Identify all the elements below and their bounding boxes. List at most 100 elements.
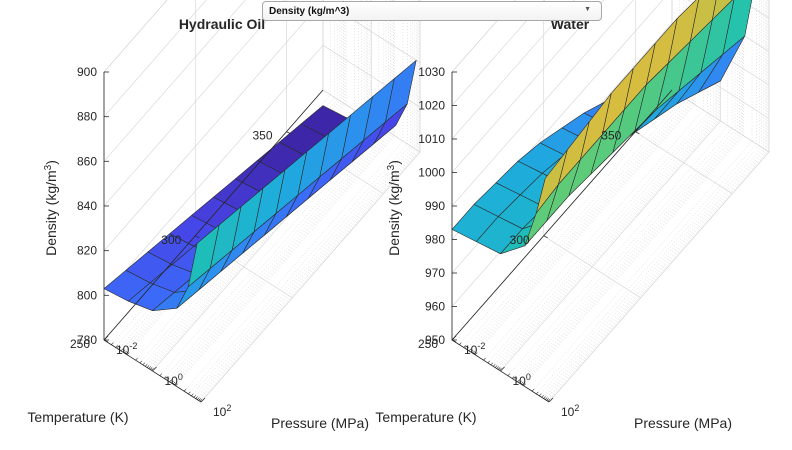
pressure-minor-tick: [196, 397, 200, 400]
pressure-tick-base: 10: [213, 405, 227, 419]
pressure-tick-base: 10: [513, 374, 527, 388]
pressure-minor-tick: [183, 388, 187, 392]
pressure-minor-tick: [496, 366, 499, 369]
pressure-tick-label: 102: [561, 403, 579, 419]
density-tick-label: 1010: [418, 132, 445, 146]
density-tick-label: 970: [425, 266, 445, 280]
density-tick-label: 900: [77, 65, 97, 79]
pressure-tick: [152, 366, 157, 372]
grid-line: [451, 0, 634, 207]
grid-line: [548, 151, 770, 403]
density-axis-label-close: ): [43, 160, 59, 165]
grid-line: [451, 0, 546, 106]
density-axis-label-text: Density (kg/m: [386, 170, 402, 256]
pressure-minor-tick: [198, 398, 201, 401]
pressure-axis-label: Pressure (MPa): [271, 415, 369, 431]
pressure-tick-exponent: 0: [178, 372, 183, 382]
density-tick-label: 880: [77, 110, 97, 124]
temperature-tick: [451, 339, 457, 343]
surface-patch: [188, 224, 220, 288]
pressure-minor-tick: [120, 348, 124, 352]
pressure-tick-exponent: 0: [526, 372, 531, 382]
temperature-tick-label: 250: [70, 337, 90, 351]
pressure-minor-tick: [142, 362, 146, 366]
pressure-tick-exponent: 2: [574, 403, 579, 413]
pressure-tick-exponent: 2: [226, 403, 231, 413]
pressure-minor-tick: [519, 380, 522, 384]
hydraulic-oil-axes[interactable]: 78080082084086088090025030035010-2100102…: [27, 0, 421, 431]
temperature-tick-label: 300: [510, 233, 530, 247]
pressure-minor-tick: [159, 373, 163, 376]
pressure-minor-tick: [122, 349, 126, 353]
pressure-minor-tick: [497, 367, 501, 370]
pressure-minor-tick: [474, 352, 478, 356]
pressure-minor-tick: [193, 395, 196, 398]
pressure-tick: [200, 397, 206, 403]
water-axes[interactable]: 9509609709809901000101010201030250300350…: [375, 0, 770, 431]
temperature-tick: [195, 235, 200, 239]
pressure-minor-tick: [459, 342, 462, 345]
pressure-minor-tick: [188, 391, 191, 395]
density-tick-label: 820: [77, 244, 97, 258]
pressure-minor-tick: [199, 399, 203, 402]
pressure-minor-tick: [507, 373, 511, 376]
chart-title: Hydraulic Oil: [179, 16, 265, 32]
density-tick-label: 780: [77, 333, 97, 347]
pressure-minor-tick: [151, 368, 154, 371]
pressure-tick-base: 10: [116, 343, 130, 357]
grid-line: [103, 0, 285, 207]
pressure-minor-tick: [546, 398, 549, 401]
grid-line: [451, 0, 516, 73]
pressure-minor-tick: [144, 364, 148, 367]
pressure-minor-tick: [523, 383, 526, 387]
density-tick-label: 980: [425, 233, 445, 247]
density-tick-label: 860: [77, 154, 97, 168]
temperature-axis-line: [103, 89, 324, 341]
density-tick-label: 960: [425, 300, 445, 314]
pressure-minor-tick: [163, 376, 167, 379]
pressure-minor-tick: [522, 382, 525, 386]
temperature-tick: [103, 339, 109, 343]
pressure-minor-tick: [118, 347, 121, 350]
pressure-minor-tick: [499, 368, 502, 371]
pressure-tick: [500, 366, 505, 372]
pressure-minor-tick: [148, 366, 151, 369]
pressure-minor-tick: [125, 351, 129, 355]
pressure-minor-tick: [135, 357, 138, 361]
pressure-minor-tick: [547, 399, 551, 402]
temperature-tick: [286, 131, 291, 135]
pressure-minor-tick: [124, 350, 127, 354]
pressure-minor-tick: [520, 381, 524, 385]
pressure-minor-tick: [517, 379, 520, 383]
density-axis-label-superscript: 3: [386, 164, 397, 170]
pressure-minor-tick: [511, 376, 515, 379]
pressure-tick-label: 102: [213, 403, 231, 419]
pressure-minor-tick: [536, 391, 539, 395]
pressure-minor-tick: [541, 395, 544, 398]
temperature-tick: [635, 131, 640, 135]
grid-line: [103, 0, 246, 162]
pressure-minor-tick: [463, 345, 466, 348]
pressure-minor-tick: [531, 388, 535, 392]
pressure-minor-tick: [174, 382, 177, 386]
temperature-tick-label: 350: [601, 129, 621, 143]
pressure-tick-exponent: -2: [129, 341, 137, 351]
pressure-minor-tick: [172, 381, 176, 385]
pressure-minor-tick: [539, 393, 542, 397]
grid-line: [671, 89, 770, 153]
pressure-minor-tick: [494, 365, 498, 368]
grid-line: [543, 235, 641, 299]
density-tick-label: 1030: [418, 65, 445, 79]
surface-patch: [711, 0, 733, 21]
grid-line: [103, 0, 207, 117]
grid-line: [103, 0, 324, 251]
pressure-minor-tick: [492, 364, 496, 367]
pressure-minor-tick: [470, 349, 474, 353]
density-axis-label-close: ): [386, 160, 402, 165]
density-axis-label: Density (kg/m3): [386, 160, 402, 256]
pressure-minor-tick: [126, 352, 130, 356]
pressure-minor-tick: [146, 365, 150, 368]
quantity-dropdown[interactable]: Density (kg/m^3) ▼: [262, 1, 602, 21]
pressure-minor-tick: [169, 379, 172, 383]
